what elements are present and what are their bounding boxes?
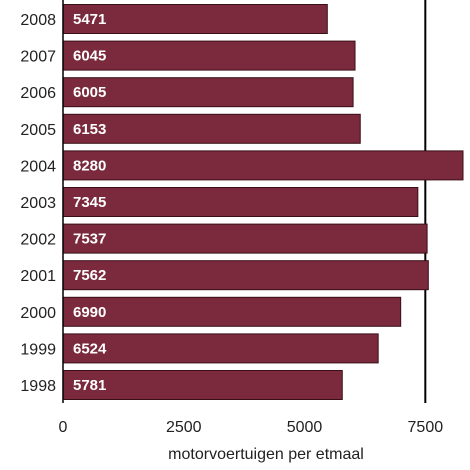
- value-label-2008: 5471: [73, 11, 106, 28]
- category-label-2007: 2007: [20, 49, 56, 66]
- category-label-2005: 2005: [20, 122, 56, 139]
- category-label-2008: 2008: [20, 12, 56, 29]
- value-label-2004: 8280: [73, 157, 106, 174]
- value-label-2003: 7345: [73, 194, 106, 211]
- value-label-2007: 6045: [73, 48, 106, 65]
- value-label-1998: 5781: [73, 377, 106, 394]
- value-label-2001: 7562: [73, 267, 106, 284]
- x-tick-label-0: 0: [59, 419, 68, 436]
- x-axis-title: motorvoertuigen per etmaal: [168, 446, 364, 463]
- bars: [62, 4, 464, 400]
- category-label-2002: 2002: [20, 232, 56, 249]
- category-label-2004: 2004: [20, 158, 56, 175]
- value-label-2005: 6153: [73, 121, 106, 138]
- category-label-1998: 1998: [20, 378, 56, 395]
- category-label-2001: 2001: [20, 268, 56, 285]
- bar-1999: [62, 333, 379, 364]
- value-label-2000: 6990: [73, 304, 106, 321]
- x-ticks: 0 2500 5000 7500: [59, 419, 444, 436]
- category-label-1999: 1999: [20, 341, 56, 358]
- bar-2000: [62, 296, 402, 327]
- bar-2003: [62, 187, 419, 217]
- bar-2002: [62, 223, 428, 254]
- category-label-2000: 2000: [20, 305, 56, 322]
- category-label-2003: 2003: [20, 195, 56, 212]
- bar-2005: [62, 113, 361, 144]
- bar-1998: [62, 370, 343, 400]
- bar-2001: [62, 260, 429, 291]
- category-label-2006: 2006: [20, 85, 56, 102]
- bar-2007: [62, 40, 356, 71]
- value-label-1999: 6524: [73, 340, 107, 357]
- x-tick-label-2500: 2500: [166, 419, 202, 436]
- bar-2008: [62, 4, 328, 34]
- year-labels: 2008 2007 2006 2005 2004 2003 2002 2001 2000 1999…: [20, 12, 56, 395]
- bar-2004: [62, 150, 464, 181]
- value-label-2002: 7537: [73, 231, 106, 248]
- bar-2006: [62, 77, 354, 108]
- value-label-2006: 6005: [73, 84, 106, 101]
- x-tick-label-5000: 5000: [287, 419, 323, 436]
- x-tick-label-7500: 7500: [408, 419, 444, 436]
- value-labels: 5471 6045 6005 6153 8280 7345 7537 7562 6990 6524…: [73, 11, 107, 394]
